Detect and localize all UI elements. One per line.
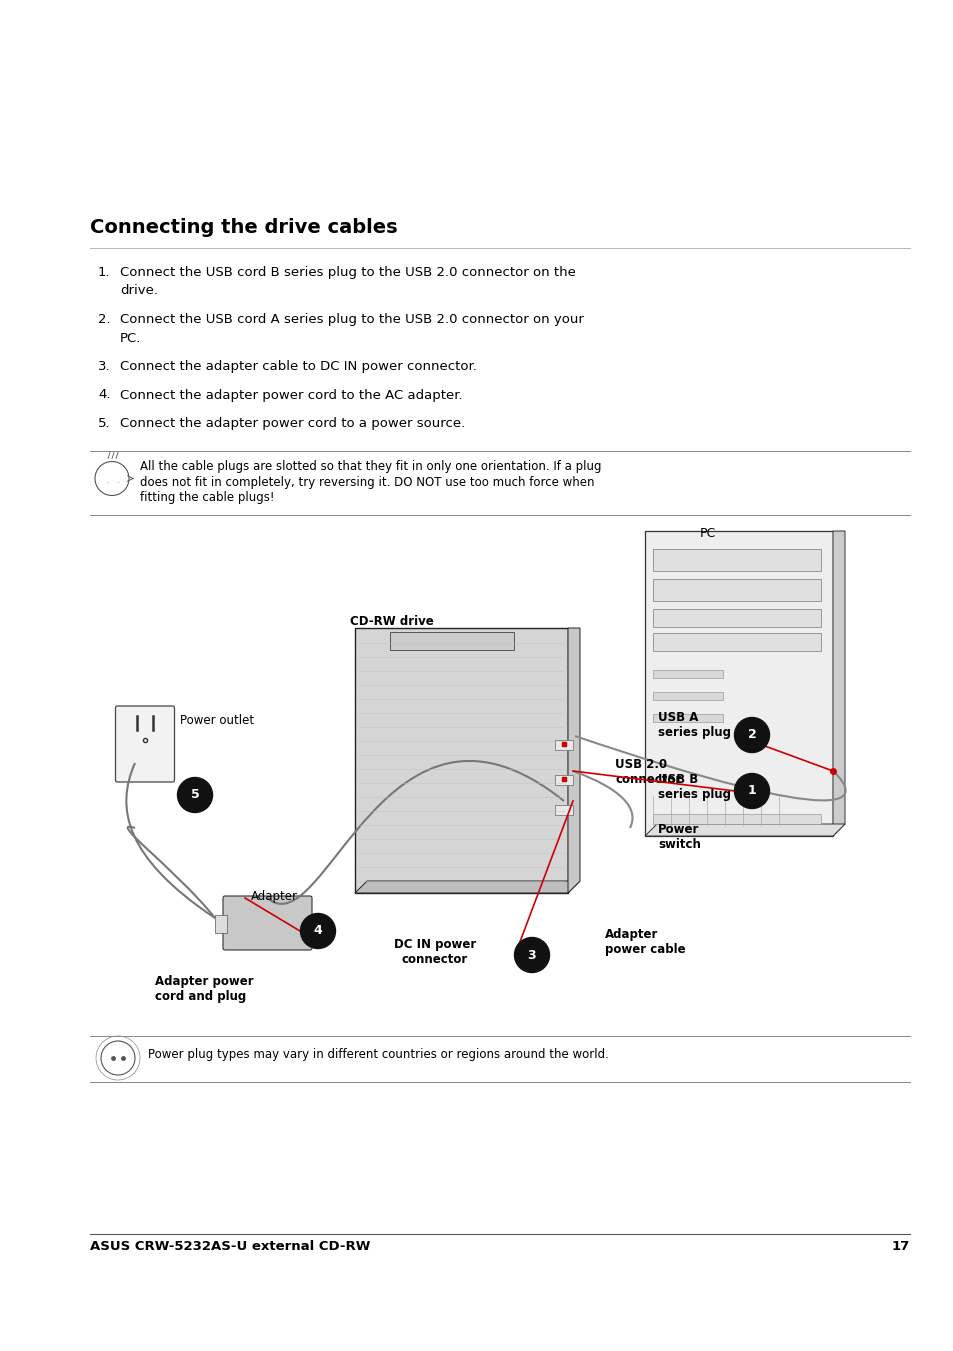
Text: fitting the cable plugs!: fitting the cable plugs! bbox=[140, 492, 274, 504]
Circle shape bbox=[177, 777, 213, 812]
Text: 1.: 1. bbox=[98, 266, 111, 280]
Circle shape bbox=[300, 913, 335, 948]
Text: Adapter: Adapter bbox=[251, 890, 297, 902]
Text: DC IN power
connector: DC IN power connector bbox=[394, 938, 476, 966]
FancyBboxPatch shape bbox=[652, 692, 722, 700]
FancyBboxPatch shape bbox=[652, 580, 821, 601]
Text: Connect the adapter power cord to a power source.: Connect the adapter power cord to a powe… bbox=[120, 417, 465, 430]
Text: Connect the adapter cable to DC IN power connector.: Connect the adapter cable to DC IN power… bbox=[120, 359, 476, 373]
FancyBboxPatch shape bbox=[214, 915, 227, 934]
FancyBboxPatch shape bbox=[644, 531, 832, 836]
Text: Connecting the drive cables: Connecting the drive cables bbox=[90, 218, 397, 236]
Text: Power
switch: Power switch bbox=[658, 823, 700, 851]
Text: drive.: drive. bbox=[120, 285, 158, 297]
Text: PC.: PC. bbox=[120, 331, 141, 345]
Text: Power outlet: Power outlet bbox=[180, 713, 253, 727]
FancyBboxPatch shape bbox=[652, 670, 722, 678]
Text: 4: 4 bbox=[314, 924, 322, 938]
Text: All the cable plugs are slotted so that they fit in only one orientation. If a p: All the cable plugs are slotted so that … bbox=[140, 461, 601, 473]
FancyBboxPatch shape bbox=[652, 549, 821, 571]
FancyBboxPatch shape bbox=[652, 815, 821, 824]
FancyBboxPatch shape bbox=[115, 707, 174, 782]
Text: Connect the USB cord B series plug to the USB 2.0 connector on the: Connect the USB cord B series plug to th… bbox=[120, 266, 576, 280]
Text: USB B
series plug: USB B series plug bbox=[658, 773, 730, 801]
Text: Adapter
power cable: Adapter power cable bbox=[604, 928, 685, 957]
Text: .: . bbox=[106, 476, 109, 485]
Text: USB 2.0
connector: USB 2.0 connector bbox=[615, 758, 680, 786]
Polygon shape bbox=[832, 531, 844, 836]
FancyBboxPatch shape bbox=[652, 713, 722, 721]
Text: 5.: 5. bbox=[98, 417, 111, 430]
Text: 1: 1 bbox=[747, 785, 756, 797]
FancyBboxPatch shape bbox=[390, 632, 514, 650]
Text: PC: PC bbox=[700, 527, 716, 540]
Text: 2: 2 bbox=[747, 728, 756, 742]
Text: ASUS CRW-5232AS-U external CD-RW: ASUS CRW-5232AS-U external CD-RW bbox=[90, 1240, 370, 1252]
Text: Connect the USB cord A series plug to the USB 2.0 connector on your: Connect the USB cord A series plug to th… bbox=[120, 313, 583, 326]
Circle shape bbox=[734, 774, 769, 808]
FancyBboxPatch shape bbox=[652, 634, 821, 651]
Text: CD-RW drive: CD-RW drive bbox=[350, 615, 434, 628]
Polygon shape bbox=[355, 881, 579, 893]
Text: 3.: 3. bbox=[98, 359, 111, 373]
Polygon shape bbox=[644, 824, 844, 836]
Text: .: . bbox=[115, 476, 118, 485]
FancyBboxPatch shape bbox=[355, 628, 567, 893]
Text: Power plug types may vary in different countries or regions around the world.: Power plug types may vary in different c… bbox=[148, 1048, 608, 1061]
Text: 4.: 4. bbox=[98, 389, 111, 401]
Circle shape bbox=[734, 717, 769, 753]
FancyBboxPatch shape bbox=[652, 609, 821, 627]
FancyBboxPatch shape bbox=[223, 896, 312, 950]
Text: does not fit in completely, try reversing it. DO NOT use too much force when: does not fit in completely, try reversin… bbox=[140, 476, 594, 489]
Text: 3: 3 bbox=[527, 948, 536, 962]
Text: 17: 17 bbox=[891, 1240, 909, 1252]
Circle shape bbox=[514, 938, 549, 973]
Text: USB A
series plug: USB A series plug bbox=[658, 711, 730, 739]
Polygon shape bbox=[567, 628, 579, 893]
FancyBboxPatch shape bbox=[555, 775, 573, 785]
Text: Connect the adapter power cord to the AC adapter.: Connect the adapter power cord to the AC… bbox=[120, 389, 462, 401]
FancyBboxPatch shape bbox=[308, 915, 319, 934]
Text: Adapter power
cord and plug: Adapter power cord and plug bbox=[154, 975, 253, 1002]
Text: 5: 5 bbox=[191, 789, 199, 801]
FancyBboxPatch shape bbox=[555, 805, 573, 815]
FancyBboxPatch shape bbox=[555, 740, 573, 750]
Text: 2.: 2. bbox=[98, 313, 111, 326]
